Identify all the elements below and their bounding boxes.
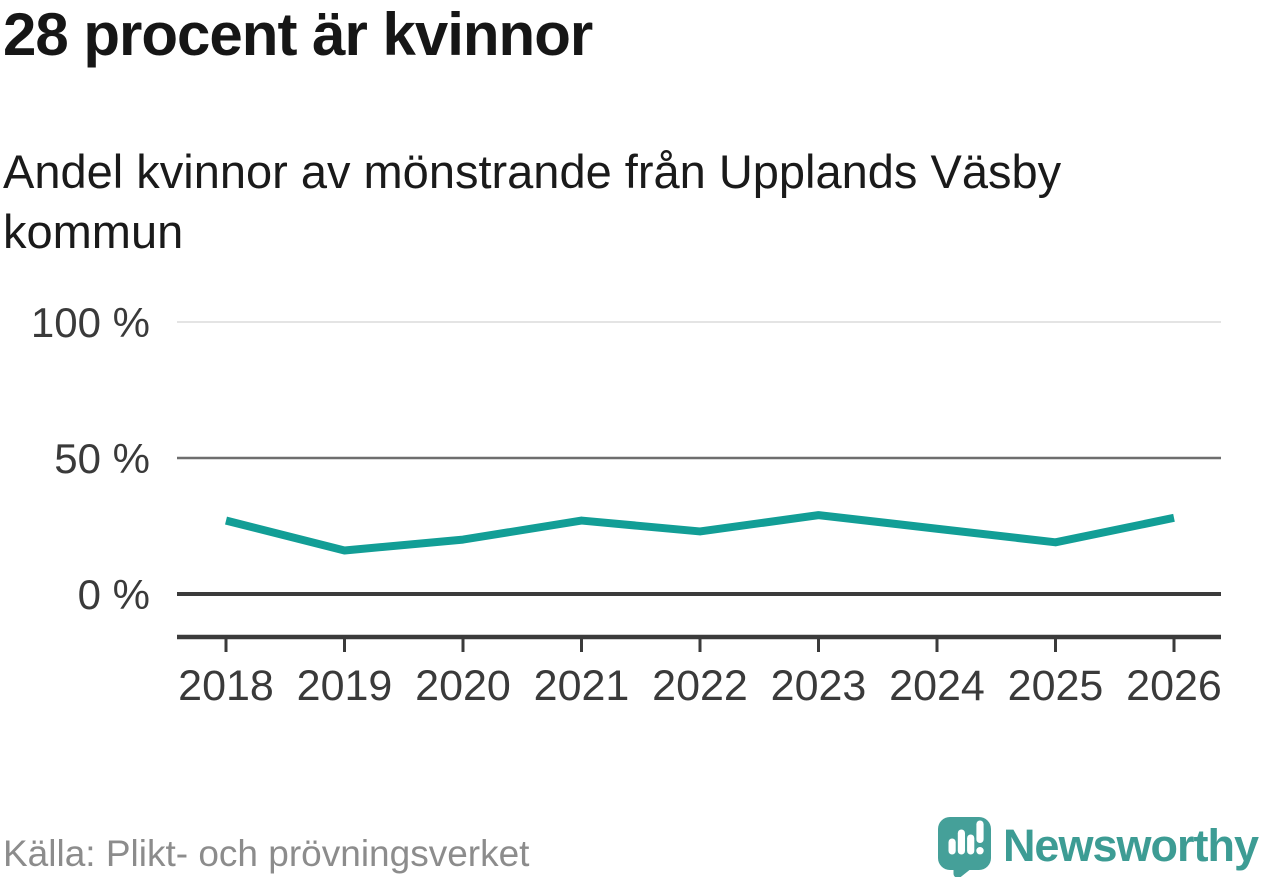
logo-bar-short [948,838,956,854]
logo-bar-tall [957,829,965,854]
y-tick-label: 100 % [31,299,150,346]
logo-bar-mid [967,834,975,854]
logo-exclamation-bar [976,820,984,843]
x-tick-label: 2020 [415,662,511,710]
y-tick-label: 0 % [78,571,150,618]
x-tick-label: 2022 [652,662,748,710]
page-title: 28 procent är kvinnor [3,1,593,68]
x-tick-label: 2018 [178,662,274,710]
x-tick-label: 2021 [534,662,630,710]
chart-subtitle: Andel kvinnor av mönstrande från Uppland… [3,145,1062,259]
x-tick-label: 2025 [1008,662,1104,710]
y-tick-label: 50 % [54,435,150,482]
x-tick-label: 2024 [889,662,985,710]
x-tick-label: 2019 [297,662,393,710]
newsworthy-wordmark: Newsworthy [1002,820,1259,871]
x-tick-label: 2023 [771,662,867,710]
logo-exclamation-dot [976,846,984,854]
newsworthy-logo: Newsworthy [937,815,1259,877]
x-tick-label: 2026 [1126,662,1222,710]
data-line-andel-kvinnor [225,511,1175,555]
source-caption: Källa: Plikt- och prövningsverket [3,833,530,874]
newsworthy-logo-icon [937,816,991,877]
